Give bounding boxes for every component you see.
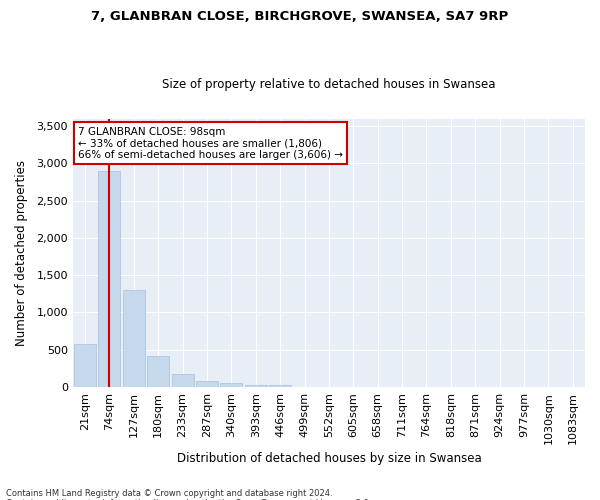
Bar <box>123 290 145 387</box>
Y-axis label: Number of detached properties: Number of detached properties <box>15 160 28 346</box>
Text: 7, GLANBRAN CLOSE, BIRCHGROVE, SWANSEA, SA7 9RP: 7, GLANBRAN CLOSE, BIRCHGROVE, SWANSEA, … <box>91 10 509 23</box>
Bar <box>196 381 218 387</box>
Text: Contains public sector information licensed under the Open Government Licence v3: Contains public sector information licen… <box>6 498 371 500</box>
Bar <box>74 344 96 387</box>
Bar <box>245 384 267 387</box>
Bar <box>172 374 194 387</box>
Title: Size of property relative to detached houses in Swansea: Size of property relative to detached ho… <box>162 78 496 91</box>
Bar <box>98 170 121 387</box>
Bar <box>269 386 291 387</box>
Bar <box>220 383 242 387</box>
Text: 7 GLANBRAN CLOSE: 98sqm
← 33% of detached houses are smaller (1,806)
66% of semi: 7 GLANBRAN CLOSE: 98sqm ← 33% of detache… <box>78 126 343 160</box>
Text: Contains HM Land Registry data © Crown copyright and database right 2024.: Contains HM Land Registry data © Crown c… <box>6 488 332 498</box>
Bar <box>147 356 169 387</box>
X-axis label: Distribution of detached houses by size in Swansea: Distribution of detached houses by size … <box>176 452 481 465</box>
